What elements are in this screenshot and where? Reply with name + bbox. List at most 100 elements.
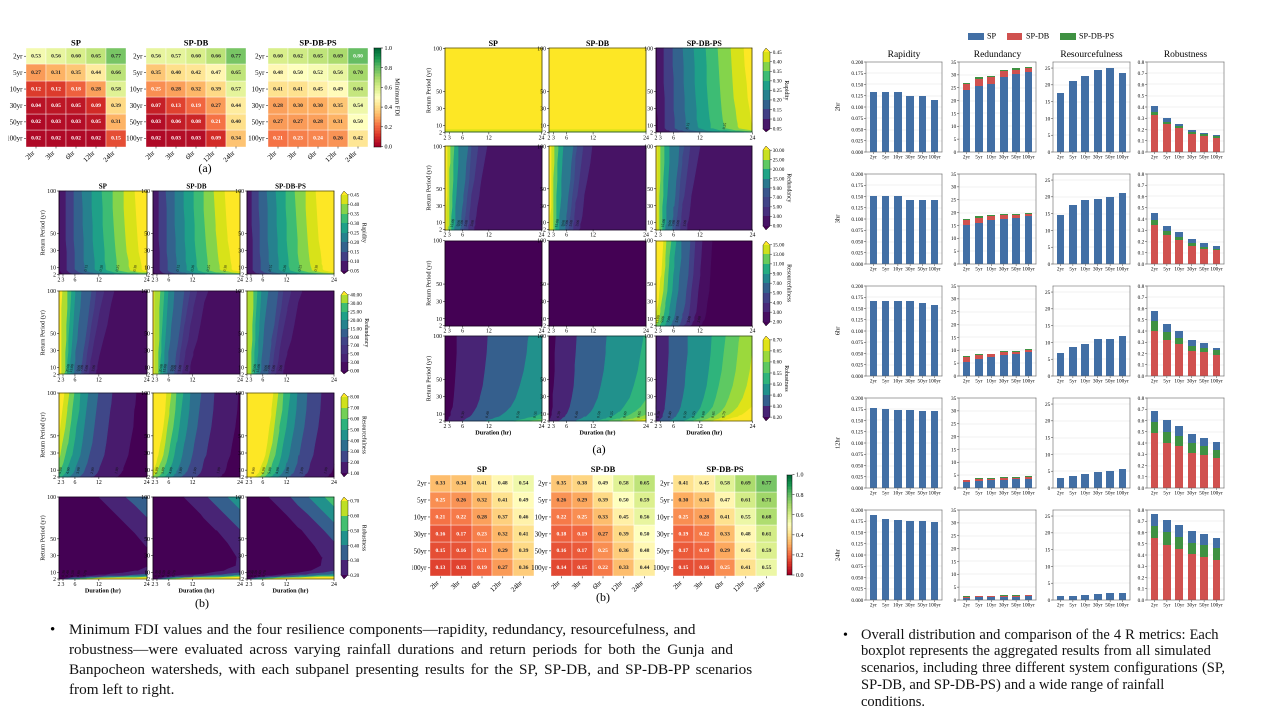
svg-text:0.4: 0.4 — [1138, 329, 1145, 335]
svg-text:0.30: 0.30 — [247, 570, 252, 577]
svg-text:15.00: 15.00 — [773, 176, 785, 182]
svg-text:12: 12 — [190, 378, 196, 384]
svg-text:30yr: 30yr — [414, 530, 428, 538]
svg-text:7.00: 7.00 — [773, 195, 782, 201]
svg-text:0.0: 0.0 — [1138, 486, 1145, 492]
svg-text:100yr: 100yr — [1210, 491, 1223, 497]
svg-text:4.00: 4.00 — [168, 467, 173, 474]
svg-text:5yr: 5yr — [975, 491, 982, 497]
svg-text:4.00: 4.00 — [275, 467, 280, 474]
svg-text:2yr: 2yr — [1151, 491, 1158, 497]
svg-text:12: 12 — [96, 480, 102, 486]
svg-text:10: 10 — [951, 124, 957, 130]
svg-text:7.00: 7.00 — [350, 406, 359, 412]
svg-text:Rapidity: Rapidity — [888, 50, 921, 60]
svg-text:0.45: 0.45 — [619, 514, 629, 520]
svg-text:2: 2 — [53, 577, 56, 583]
svg-text:50: 50 — [238, 537, 244, 543]
svg-text:12hr: 12hr — [82, 149, 97, 164]
svg-text:20: 20 — [951, 98, 957, 104]
svg-text:0.19: 0.19 — [191, 103, 201, 109]
svg-text:10: 10 — [1045, 452, 1051, 458]
svg-text:10: 10 — [647, 317, 653, 323]
svg-text:2: 2 — [241, 373, 244, 379]
svg-text:6: 6 — [73, 278, 76, 284]
svg-text:10: 10 — [238, 366, 244, 372]
svg-text:0.100: 0.100 — [851, 105, 863, 111]
svg-text:3.00: 3.00 — [91, 364, 96, 371]
svg-text:2yr: 2yr — [1057, 155, 1064, 161]
svg-text:15.00: 15.00 — [554, 219, 560, 228]
svg-text:20.00: 20.00 — [350, 318, 362, 324]
svg-text:0.8: 0.8 — [1138, 508, 1145, 514]
svg-text:24: 24 — [539, 424, 545, 430]
svg-text:2yr: 2yr — [133, 53, 143, 61]
svg-text:0.40: 0.40 — [231, 119, 241, 125]
svg-text:0.30: 0.30 — [656, 411, 661, 418]
svg-text:3hr: 3hr — [286, 149, 299, 162]
svg-text:30yr: 30yr — [252, 102, 266, 110]
svg-text:5yr: 5yr — [975, 267, 982, 273]
svg-text:3.00: 3.00 — [350, 360, 359, 366]
svg-text:50: 50 — [50, 537, 56, 543]
svg-text:0.59: 0.59 — [762, 548, 772, 554]
svg-text:30: 30 — [951, 409, 957, 415]
svg-text:0.47: 0.47 — [211, 70, 221, 76]
svg-text:5.00: 5.00 — [773, 205, 782, 211]
svg-text:2hr: 2hr — [835, 102, 842, 112]
svg-text:0.30: 0.30 — [773, 404, 782, 410]
svg-text:0.1: 0.1 — [1138, 363, 1145, 369]
svg-text:0.54: 0.54 — [353, 103, 363, 109]
svg-text:0.0: 0.0 — [1138, 374, 1145, 380]
svg-text:0.15: 0.15 — [577, 565, 587, 571]
svg-text:25: 25 — [1045, 178, 1051, 184]
svg-text:5yr: 5yr — [417, 496, 427, 504]
svg-text:0.40: 0.40 — [65, 570, 70, 577]
svg-text:50yr: 50yr — [1011, 155, 1021, 161]
svg-text:5.00: 5.00 — [568, 219, 573, 226]
svg-text:SP-DB: SP-DB — [184, 38, 209, 48]
svg-text:100: 100 — [141, 391, 150, 397]
svg-text:0.5: 0.5 — [1138, 318, 1145, 324]
svg-text:2: 2 — [246, 480, 249, 486]
svg-text:0.100: 0.100 — [851, 329, 863, 335]
svg-text:0.13: 0.13 — [456, 565, 466, 571]
svg-text:0.19: 0.19 — [577, 531, 587, 537]
svg-text:0.0: 0.0 — [1138, 150, 1145, 156]
svg-text:0.175: 0.175 — [851, 71, 863, 77]
svg-text:0: 0 — [1048, 374, 1051, 380]
svg-text:3: 3 — [552, 329, 555, 335]
svg-text:0.050: 0.050 — [851, 239, 863, 245]
svg-text:10yr: 10yr — [252, 85, 266, 93]
svg-text:9.00: 9.00 — [773, 186, 782, 192]
svg-text:0.20: 0.20 — [773, 415, 782, 421]
svg-text:0.000: 0.000 — [851, 598, 863, 604]
svg-text:12: 12 — [486, 424, 492, 430]
svg-text:0.050: 0.050 — [851, 463, 863, 469]
svg-text:2: 2 — [650, 228, 653, 234]
svg-text:6: 6 — [167, 278, 170, 284]
svg-text:0: 0 — [954, 374, 957, 380]
svg-text:0.42: 0.42 — [191, 70, 201, 76]
svg-text:0.19: 0.19 — [477, 565, 487, 571]
svg-text:5.00: 5.00 — [350, 352, 359, 358]
svg-text:0.25: 0.25 — [151, 86, 161, 92]
svg-text:50yr: 50yr — [130, 118, 144, 126]
svg-text:0.20: 0.20 — [773, 98, 782, 104]
svg-text:0.16: 0.16 — [699, 565, 709, 571]
svg-text:12: 12 — [96, 278, 102, 284]
svg-text:Robustness: Robustness — [1164, 50, 1208, 60]
svg-text:15: 15 — [951, 447, 957, 453]
svg-text:24hr: 24hr — [752, 579, 767, 594]
svg-text:0.15: 0.15 — [83, 264, 88, 271]
svg-text:0.125: 0.125 — [851, 206, 863, 212]
svg-text:10: 10 — [1045, 228, 1051, 234]
svg-text:0.10: 0.10 — [350, 259, 359, 265]
svg-text:5yr: 5yr — [1163, 603, 1170, 609]
svg-text:30yr: 30yr — [905, 603, 915, 609]
svg-text:24: 24 — [144, 582, 150, 588]
svg-text:2yr: 2yr — [1057, 379, 1064, 385]
svg-text:3: 3 — [250, 582, 253, 588]
svg-text:6: 6 — [167, 480, 170, 486]
svg-text:12: 12 — [190, 278, 196, 284]
